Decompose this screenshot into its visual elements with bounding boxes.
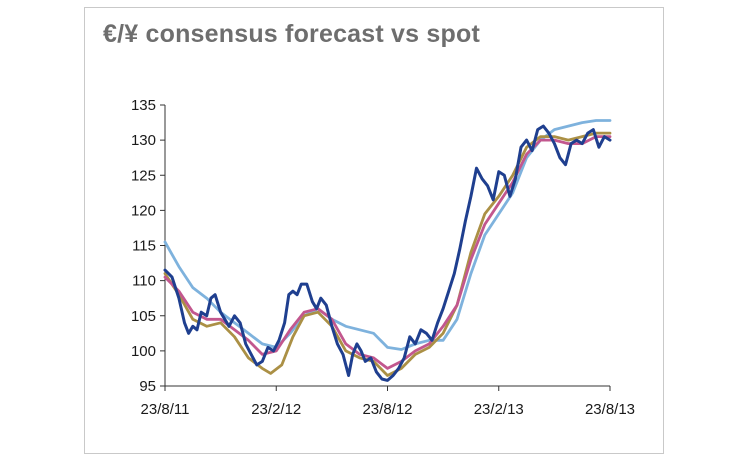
y-tick-label: 130 [131,132,156,149]
series-line-1 [163,124,612,382]
y-tick-label: 95 [139,378,156,395]
chart-title: €/¥ consensus forecast vs spot [103,20,480,48]
y-tick-label: 110 [132,273,156,290]
chart-frame [84,7,664,454]
y-tick-label: 115 [132,238,156,255]
y-tick-label: 100 [131,343,156,360]
series-line-2 [163,135,612,370]
y-tick-label: 105 [131,308,156,325]
y-tick-label: 120 [131,202,156,219]
x-tick-label: 23/8/11 [141,401,190,418]
x-tick-label: 23/2/12 [251,401,301,418]
y-tick-label: 135 [131,97,156,114]
x-tick-label: 23/8/13 [585,401,635,418]
series-line-4 [163,119,612,351]
x-tick-label: 23/2/13 [474,401,524,418]
chart-series [163,119,612,382]
chart-axes: 95 100 105 110 115 120 125 130 135 23/8/11 23/2/12… [131,97,635,418]
y-tick-label: 125 [131,167,156,184]
series-line-3 [163,131,612,377]
x-tick-label: 23/8/12 [362,401,412,418]
